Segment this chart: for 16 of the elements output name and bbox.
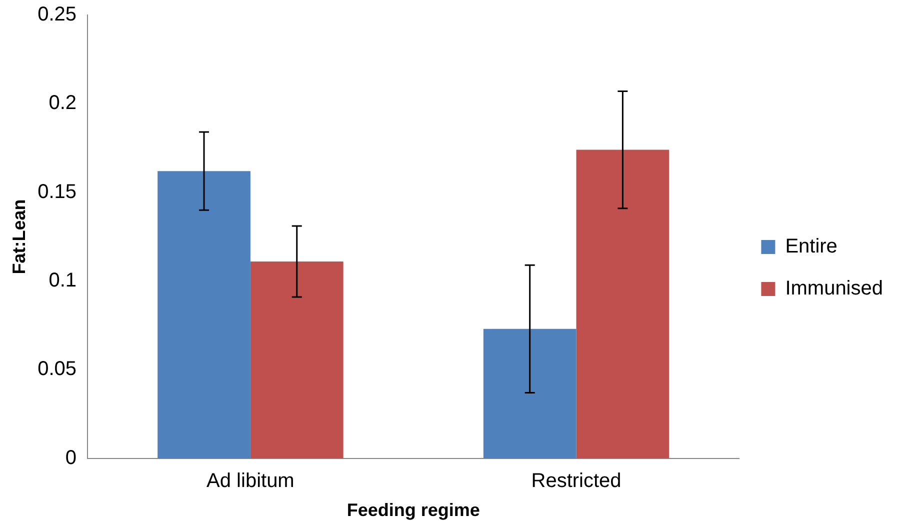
legend-label: Immunised [785, 278, 883, 300]
y-tick-label: 0.2 [48, 92, 77, 114]
bar [250, 262, 344, 458]
y-axis-title: Fat:Lean [8, 199, 29, 274]
y-tick-label: 0.1 [48, 270, 77, 292]
y-tick-label: 0.25 [38, 4, 77, 26]
legend-label: Entire [785, 236, 838, 258]
x-tick-label: Ad libitum [206, 470, 294, 492]
bar [158, 171, 250, 458]
bar [483, 328, 576, 458]
y-tick-label: 0.05 [38, 358, 77, 380]
y-tick-label: 0.15 [38, 180, 77, 203]
bar [576, 150, 670, 458]
x-tick-label: Restricted [531, 470, 622, 492]
x-axis-title: Feeding regime [346, 500, 480, 520]
y-tick-label: 0 [65, 446, 77, 469]
